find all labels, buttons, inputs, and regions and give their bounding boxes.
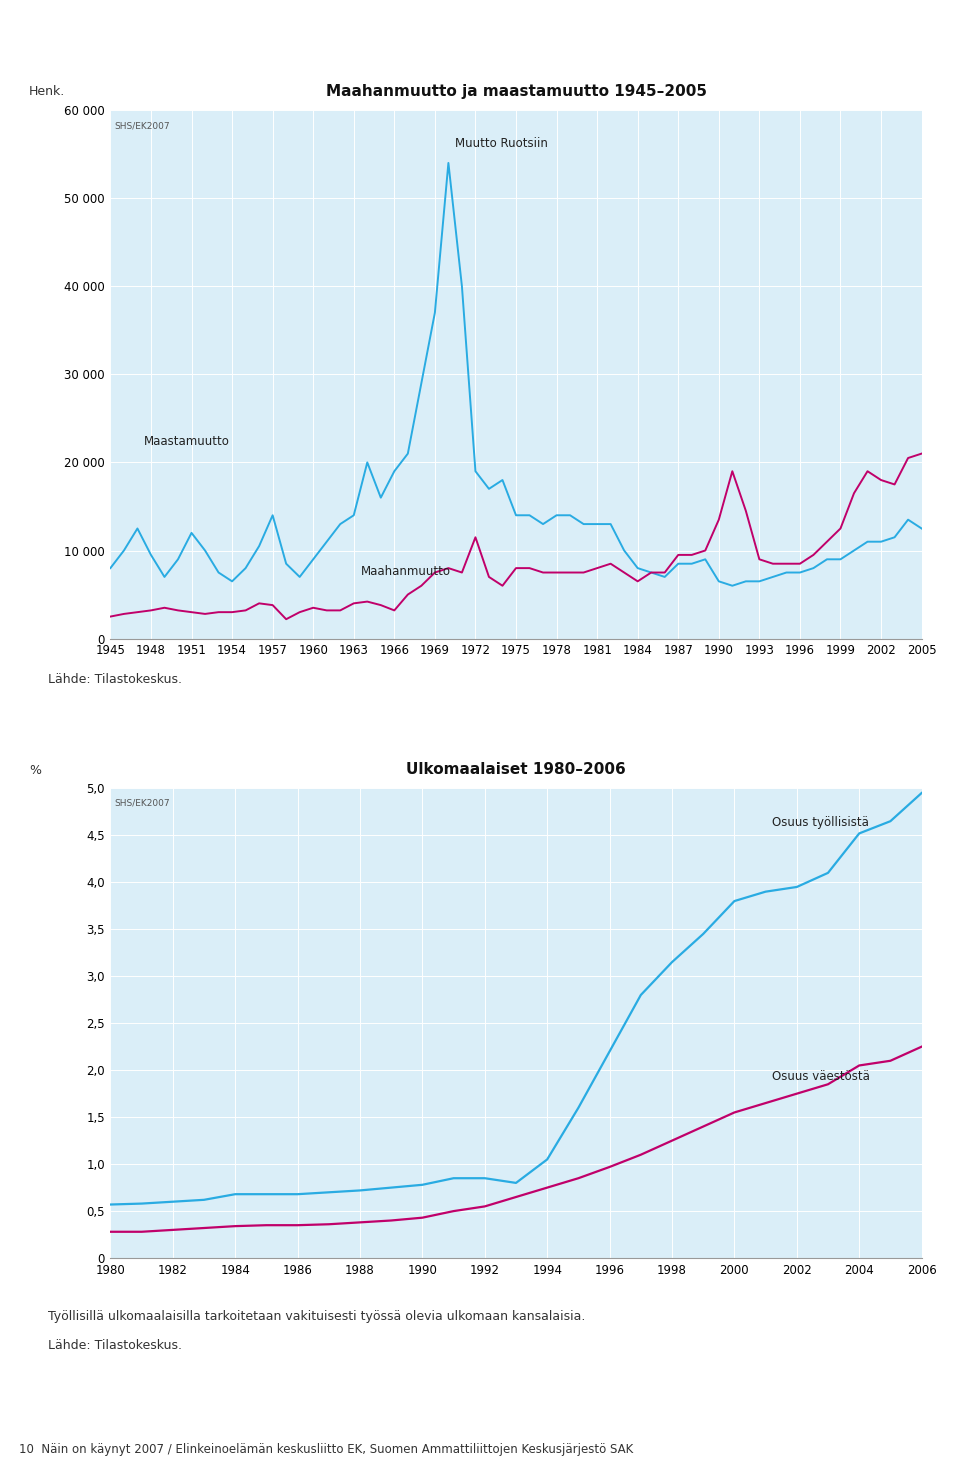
Text: %: % — [29, 763, 40, 777]
Text: Henk.: Henk. — [29, 85, 65, 98]
Text: Osuus työllisistä: Osuus työllisistä — [772, 816, 869, 829]
Text: 10  Näin on käynyt 2007 / Elinkeinoelämän keskusliitto EK, Suomen Ammattiliittoj: 10 Näin on käynyt 2007 / Elinkeinoelämän… — [19, 1443, 634, 1456]
Text: Työllisillä ulkomaalaisilla tarkoitetaan vakituisesti työssä olevia ulkomaan kan: Työllisillä ulkomaalaisilla tarkoitetaan… — [48, 1309, 586, 1323]
Text: Osuus väestöstä: Osuus väestöstä — [772, 1070, 870, 1082]
Text: Maahanmuutto: Maahanmuutto — [361, 565, 450, 578]
Text: Lähde: Tilastokeskus.: Lähde: Tilastokeskus. — [48, 672, 182, 686]
Title: Ulkomaalaiset 1980–2006: Ulkomaalaiset 1980–2006 — [406, 762, 626, 778]
Text: Lähde: Tilastokeskus.: Lähde: Tilastokeskus. — [48, 1339, 182, 1352]
Text: Maastamuutto: Maastamuutto — [144, 435, 230, 448]
Text: Väestö ja työvoima: Väestö ja työvoima — [12, 18, 236, 38]
Text: SHS/EK2007: SHS/EK2007 — [114, 799, 170, 807]
Text: Muutto Ruotsiin: Muutto Ruotsiin — [455, 137, 548, 150]
Text: SHS/EK2007: SHS/EK2007 — [114, 122, 170, 131]
Title: Maahanmuutto ja maastamuutto 1945–2005: Maahanmuutto ja maastamuutto 1945–2005 — [325, 84, 707, 100]
